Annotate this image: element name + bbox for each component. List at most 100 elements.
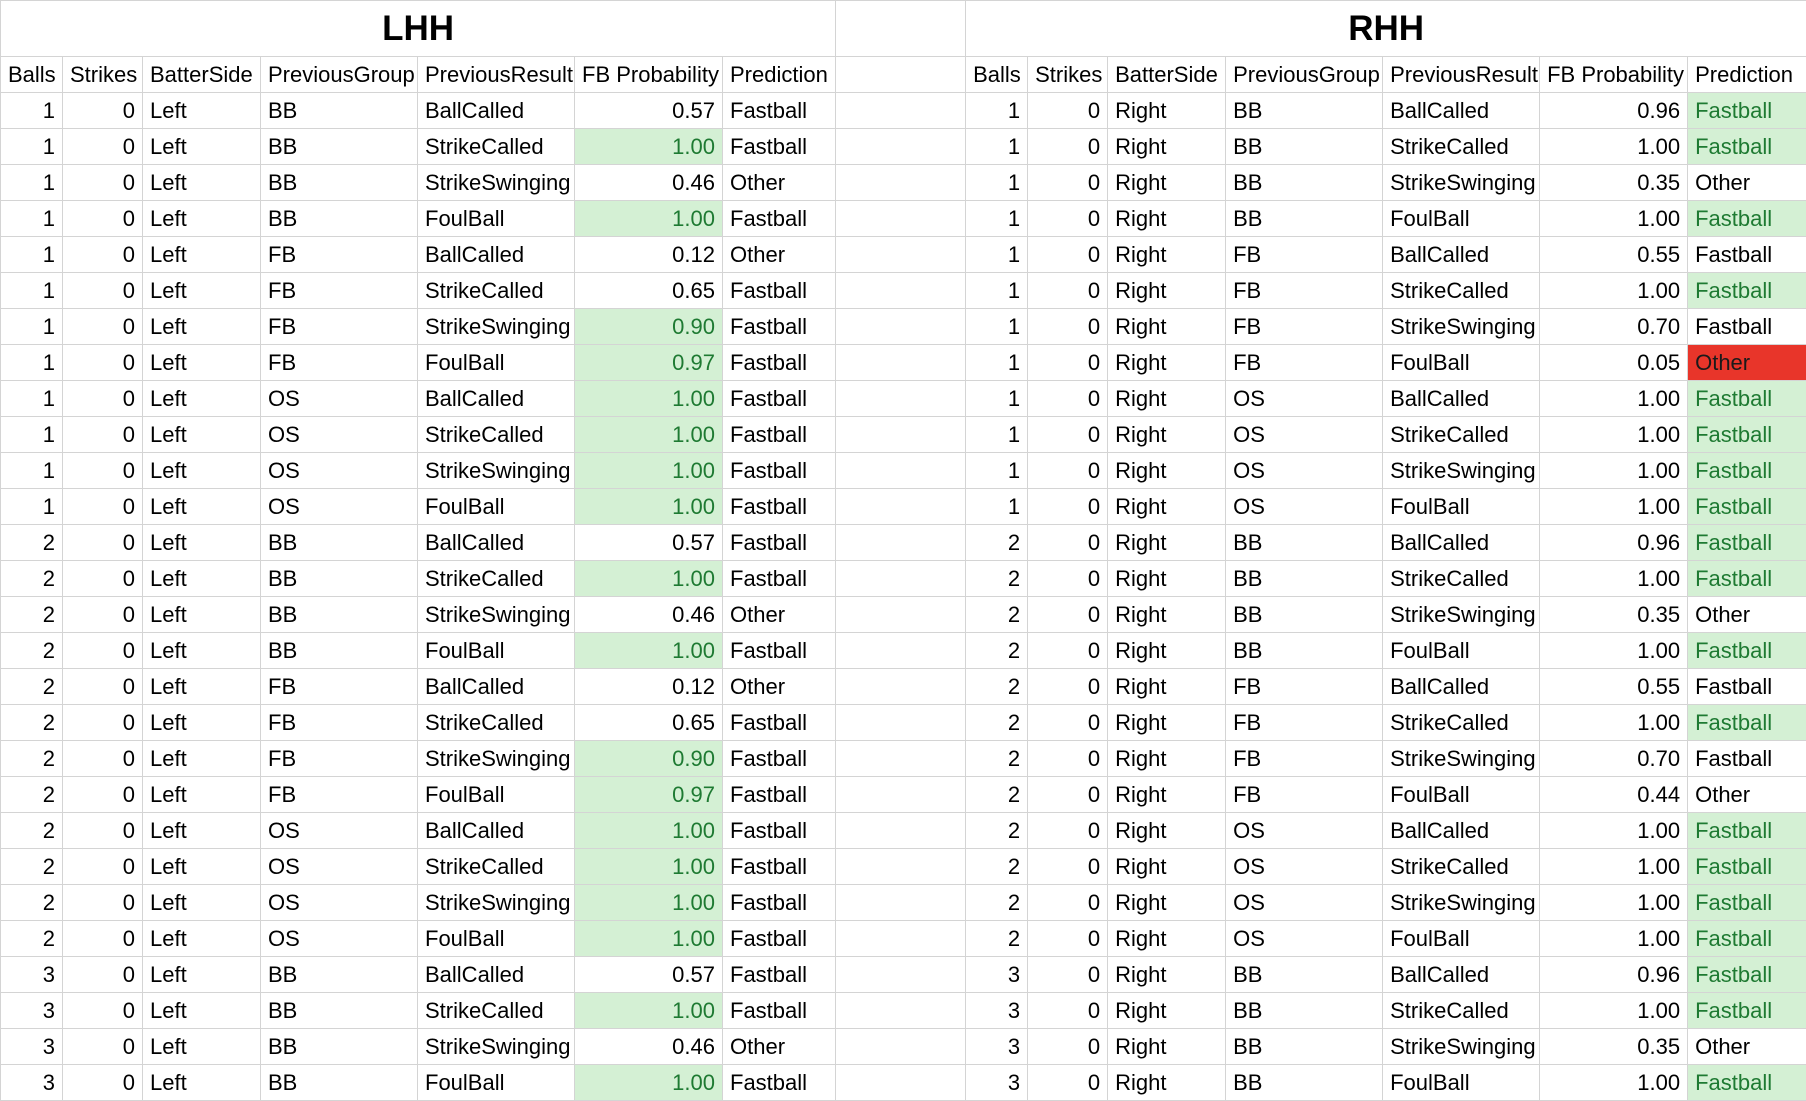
- lhh-prediction-cell[interactable]: Fastball: [723, 561, 836, 597]
- rhh-strikes-cell[interactable]: 0: [1028, 885, 1108, 921]
- rhh-strikes-cell[interactable]: 0: [1028, 417, 1108, 453]
- rhh-previousresult-cell[interactable]: FoulBall: [1383, 201, 1540, 237]
- lhh-prediction-cell[interactable]: Fastball: [723, 489, 836, 525]
- lhh-balls-cell[interactable]: 2: [1, 849, 63, 885]
- lhh-fb-probability-cell[interactable]: 0.57: [575, 957, 723, 993]
- rhh-balls-cell[interactable]: 1: [966, 417, 1028, 453]
- lhh-balls-cell[interactable]: 1: [1, 93, 63, 129]
- rhh-batterside-cell[interactable]: Right: [1108, 201, 1226, 237]
- rhh-previousgroup-cell[interactable]: FB: [1226, 345, 1383, 381]
- lhh-previousresult-cell[interactable]: StrikeSwinging: [418, 741, 575, 777]
- rhh-prediction-cell[interactable]: Fastball: [1688, 273, 1806, 309]
- lhh-balls-cell[interactable]: 2: [1, 561, 63, 597]
- rhh-previousgroup-cell[interactable]: FB: [1226, 705, 1383, 741]
- rhh-batterside-cell[interactable]: Right: [1108, 993, 1226, 1029]
- rhh-previousgroup-cell[interactable]: BB: [1226, 633, 1383, 669]
- rhh-fb-probability-cell[interactable]: 1.00: [1540, 849, 1688, 885]
- rhh-previousresult-cell[interactable]: BallCalled: [1383, 957, 1540, 993]
- rhh-header-balls[interactable]: Balls: [966, 57, 1028, 93]
- lhh-previousresult-cell[interactable]: BallCalled: [418, 237, 575, 273]
- rhh-previousgroup-cell[interactable]: OS: [1226, 885, 1383, 921]
- rhh-prediction-cell[interactable]: Fastball: [1688, 813, 1806, 849]
- rhh-prediction-cell[interactable]: Other: [1688, 165, 1806, 201]
- rhh-fb-probability-cell[interactable]: 0.55: [1540, 669, 1688, 705]
- lhh-balls-cell[interactable]: 2: [1, 597, 63, 633]
- rhh-prediction-cell[interactable]: Fastball: [1688, 741, 1806, 777]
- rhh-fb-probability-cell[interactable]: 1.00: [1540, 201, 1688, 237]
- rhh-batterside-cell[interactable]: Right: [1108, 885, 1226, 921]
- rhh-prediction-cell[interactable]: Fastball: [1688, 201, 1806, 237]
- separator-cell[interactable]: [836, 669, 966, 705]
- separator-cell[interactable]: [836, 597, 966, 633]
- rhh-fb-probability-cell[interactable]: 1.00: [1540, 417, 1688, 453]
- lhh-prediction-cell[interactable]: Fastball: [723, 705, 836, 741]
- lhh-previousresult-cell[interactable]: BallCalled: [418, 669, 575, 705]
- rhh-batterside-cell[interactable]: Right: [1108, 849, 1226, 885]
- rhh-previousresult-cell[interactable]: StrikeCalled: [1383, 417, 1540, 453]
- lhh-batterside-cell[interactable]: Left: [143, 489, 261, 525]
- lhh-strikes-cell[interactable]: 0: [63, 741, 143, 777]
- lhh-prediction-cell[interactable]: Other: [723, 669, 836, 705]
- rhh-previousresult-cell[interactable]: FoulBall: [1383, 1065, 1540, 1101]
- lhh-fb-probability-cell[interactable]: 1.00: [575, 849, 723, 885]
- lhh-prediction-cell[interactable]: Fastball: [723, 129, 836, 165]
- rhh-prediction-cell[interactable]: Fastball: [1688, 129, 1806, 165]
- lhh-balls-cell[interactable]: 1: [1, 417, 63, 453]
- rhh-prediction-cell[interactable]: Fastball: [1688, 309, 1806, 345]
- lhh-strikes-cell[interactable]: 0: [63, 705, 143, 741]
- rhh-balls-cell[interactable]: 1: [966, 93, 1028, 129]
- lhh-batterside-cell[interactable]: Left: [143, 993, 261, 1029]
- rhh-prediction-cell[interactable]: Other: [1688, 1029, 1806, 1065]
- rhh-strikes-cell[interactable]: 0: [1028, 849, 1108, 885]
- rhh-batterside-cell[interactable]: Right: [1108, 165, 1226, 201]
- rhh-strikes-cell[interactable]: 0: [1028, 273, 1108, 309]
- separator-cell[interactable]: [836, 1, 966, 57]
- lhh-previousgroup-cell[interactable]: OS: [261, 381, 418, 417]
- lhh-fb-probability-cell[interactable]: 1.00: [575, 633, 723, 669]
- lhh-strikes-cell[interactable]: 0: [63, 93, 143, 129]
- lhh-fb-probability-cell[interactable]: 1.00: [575, 417, 723, 453]
- rhh-prediction-cell[interactable]: Fastball: [1688, 849, 1806, 885]
- lhh-strikes-cell[interactable]: 0: [63, 489, 143, 525]
- lhh-batterside-cell[interactable]: Left: [143, 345, 261, 381]
- lhh-batterside-cell[interactable]: Left: [143, 849, 261, 885]
- rhh-strikes-cell[interactable]: 0: [1028, 957, 1108, 993]
- rhh-header-fb-probability[interactable]: FB Probability: [1540, 57, 1688, 93]
- lhh-previousresult-cell[interactable]: StrikeCalled: [418, 417, 575, 453]
- lhh-header-previousgroup[interactable]: PreviousGroup: [261, 57, 418, 93]
- rhh-prediction-cell[interactable]: Fastball: [1688, 453, 1806, 489]
- rhh-balls-cell[interactable]: 2: [966, 705, 1028, 741]
- separator-cell[interactable]: [836, 525, 966, 561]
- rhh-balls-cell[interactable]: 1: [966, 201, 1028, 237]
- separator-cell[interactable]: [836, 489, 966, 525]
- lhh-batterside-cell[interactable]: Left: [143, 597, 261, 633]
- separator-cell[interactable]: [836, 813, 966, 849]
- rhh-fb-probability-cell[interactable]: 0.05: [1540, 345, 1688, 381]
- lhh-fb-probability-cell[interactable]: 1.00: [575, 489, 723, 525]
- lhh-previousresult-cell[interactable]: StrikeCalled: [418, 129, 575, 165]
- lhh-prediction-cell[interactable]: Fastball: [723, 309, 836, 345]
- lhh-header-strikes[interactable]: Strikes: [63, 57, 143, 93]
- lhh-batterside-cell[interactable]: Left: [143, 813, 261, 849]
- rhh-balls-cell[interactable]: 2: [966, 813, 1028, 849]
- rhh-strikes-cell[interactable]: 0: [1028, 129, 1108, 165]
- lhh-previousresult-cell[interactable]: StrikeSwinging: [418, 597, 575, 633]
- lhh-fb-probability-cell[interactable]: 1.00: [575, 813, 723, 849]
- lhh-strikes-cell[interactable]: 0: [63, 993, 143, 1029]
- lhh-balls-cell[interactable]: 1: [1, 129, 63, 165]
- lhh-fb-probability-cell[interactable]: 0.57: [575, 93, 723, 129]
- lhh-prediction-cell[interactable]: Fastball: [723, 201, 836, 237]
- lhh-batterside-cell[interactable]: Left: [143, 633, 261, 669]
- rhh-strikes-cell[interactable]: 0: [1028, 561, 1108, 597]
- separator-cell[interactable]: [836, 849, 966, 885]
- rhh-strikes-cell[interactable]: 0: [1028, 813, 1108, 849]
- separator-cell[interactable]: [836, 633, 966, 669]
- lhh-fb-probability-cell[interactable]: 1.00: [575, 129, 723, 165]
- rhh-previousresult-cell[interactable]: FoulBall: [1383, 345, 1540, 381]
- lhh-batterside-cell[interactable]: Left: [143, 129, 261, 165]
- rhh-prediction-cell[interactable]: Fastball: [1688, 993, 1806, 1029]
- lhh-previousresult-cell[interactable]: StrikeSwinging: [418, 885, 575, 921]
- lhh-previousgroup-cell[interactable]: BB: [261, 165, 418, 201]
- rhh-balls-cell[interactable]: 1: [966, 273, 1028, 309]
- lhh-prediction-cell[interactable]: Fastball: [723, 345, 836, 381]
